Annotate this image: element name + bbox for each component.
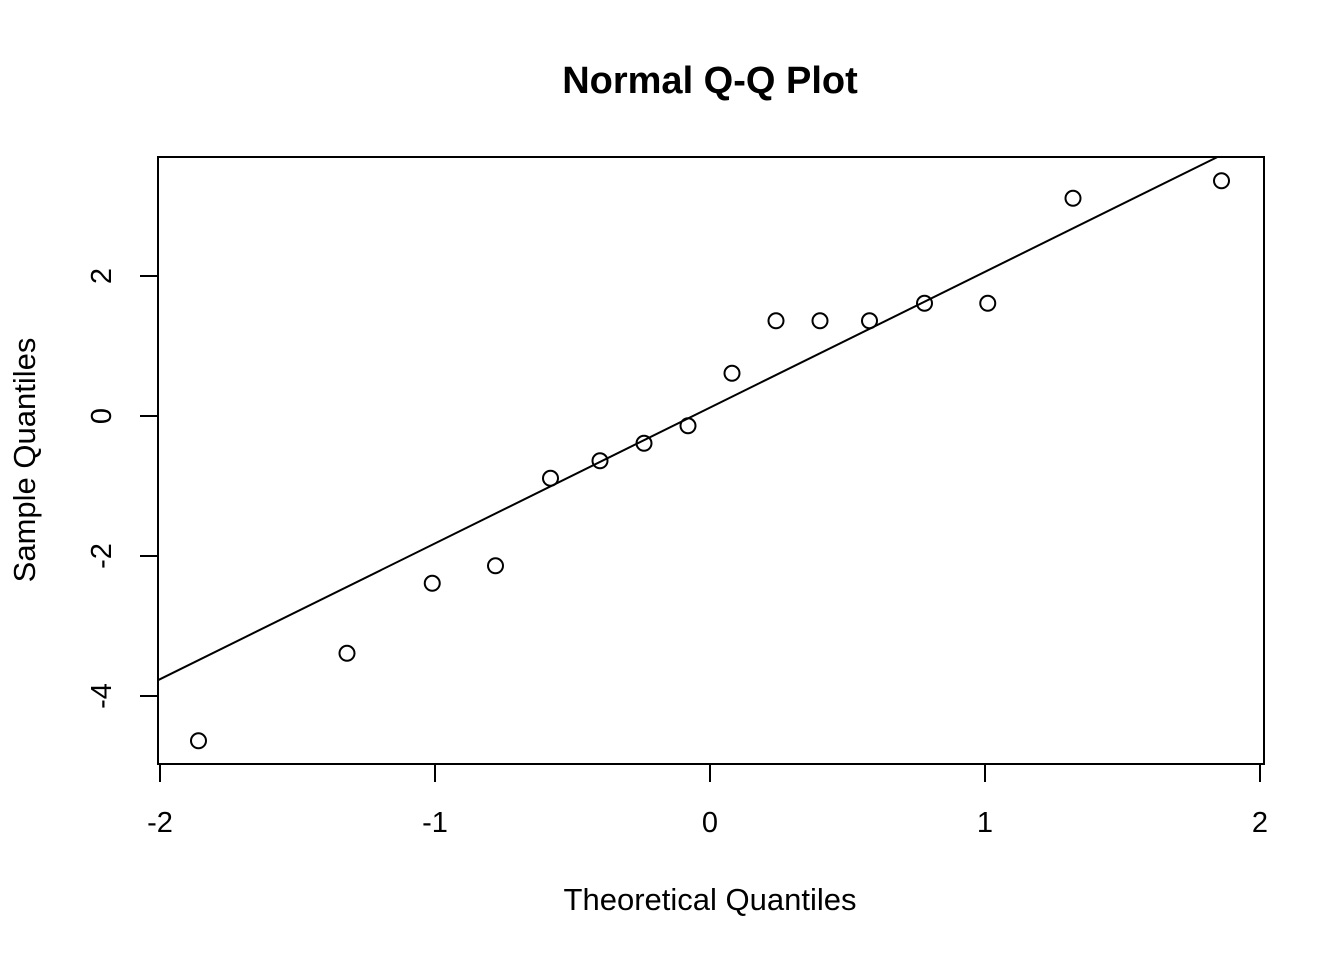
y-axis: -4 -2 0 2 <box>86 268 159 709</box>
data-point <box>1213 172 1230 190</box>
data-point <box>542 469 559 487</box>
y-tick-label: 2 <box>86 268 118 284</box>
data-point <box>1064 189 1082 207</box>
x-tick-label: 2 <box>1252 807 1268 839</box>
chart-title: Normal Q-Q Plot <box>562 60 858 102</box>
x-axis-label: Theoretical Quantiles <box>564 882 857 917</box>
y-tick-label: -4 <box>86 683 118 709</box>
data-point <box>190 732 207 750</box>
data-point <box>591 452 609 470</box>
data-point <box>338 644 356 662</box>
x-tick-label: 0 <box>702 807 718 839</box>
y-tick-label: 0 <box>86 408 118 424</box>
data-point <box>679 417 697 435</box>
y-tick-label: -2 <box>86 543 118 569</box>
plot-frame <box>157 156 1265 765</box>
data-point <box>979 294 997 312</box>
data-point <box>861 312 878 330</box>
points-layer <box>190 172 1230 750</box>
x-tick-label: -1 <box>422 807 448 839</box>
data-point <box>423 574 441 592</box>
data-point <box>811 312 829 330</box>
data-point <box>635 434 653 452</box>
y-axis-label: Sample Quantiles <box>7 338 42 583</box>
data-point <box>767 312 785 330</box>
x-tick-label: 1 <box>977 807 993 839</box>
x-axis: -2 -1 0 1 2 <box>147 763 1268 839</box>
data-point <box>723 364 741 382</box>
x-tick-label: -2 <box>147 807 173 839</box>
data-point <box>487 557 504 575</box>
data-point <box>916 294 933 312</box>
